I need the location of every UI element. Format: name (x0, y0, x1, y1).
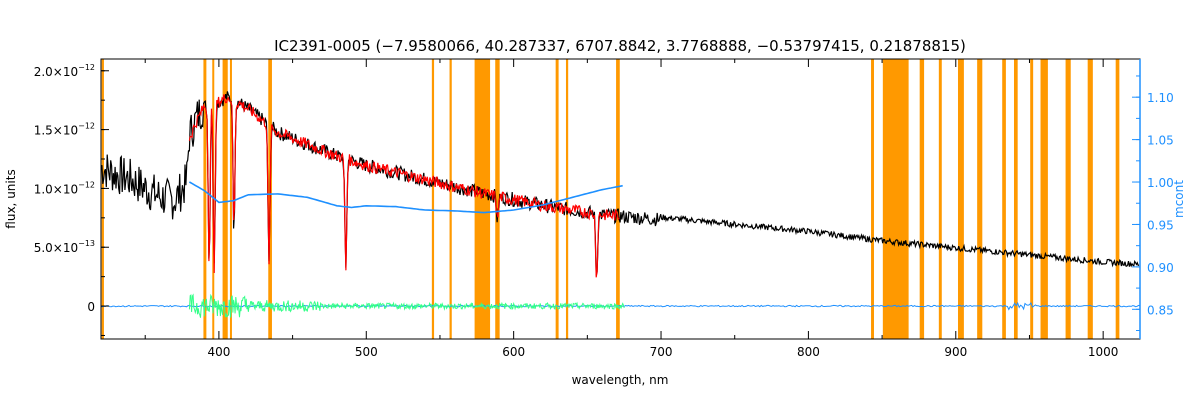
plot-frame (100, 58, 1141, 340)
y2-tick-label: 1.10 (1147, 91, 1174, 105)
series-observed-line (101, 91, 1140, 276)
masked-region-1 (203, 59, 207, 339)
masked-region-13 (871, 59, 874, 339)
masked-region-4 (229, 59, 232, 339)
y-tick-label: 1.5×10−12 (34, 122, 95, 138)
y-tick-label: 5.0×10−13 (34, 239, 95, 255)
masked-region-0 (101, 59, 104, 339)
masked-region-8 (474, 59, 491, 339)
y-tick-label: 1.0×10−12 (34, 180, 95, 196)
y2-tick-label: 0.95 (1147, 218, 1174, 232)
masked-region-3 (222, 59, 228, 339)
masked-region-15 (919, 59, 925, 339)
x-tick-label: 400 (207, 345, 230, 359)
y-axis-right: 0.85 0.90 0.95 1.00 1.05 1.10 (1132, 59, 1174, 339)
masked-region-10 (555, 59, 559, 339)
y2-axis-title: mcont (1172, 180, 1186, 218)
masked-region-9 (495, 59, 500, 339)
x-tick-label: 700 (650, 345, 673, 359)
x-tick-label: 900 (944, 345, 967, 359)
x-axis-title: wavelength, nm (572, 373, 669, 387)
masked-region-17 (957, 59, 964, 339)
y-tick-label: 2.0×10−12 (34, 63, 95, 79)
y2-tick-label: 0.90 (1147, 261, 1174, 275)
y-axis-left: 0 5.0×10−13 1.0×10−12 1.5×10−12 2.0×10−12 (34, 63, 109, 336)
masked-region-20 (1013, 59, 1018, 339)
y2-tick-label: 1.00 (1147, 176, 1174, 190)
masked-region-24 (1087, 59, 1093, 339)
y-axis-title: flux, units (4, 169, 18, 228)
y2-tick-label: 1.05 (1147, 134, 1174, 148)
masked-region-25 (1115, 59, 1120, 339)
chart-title: IC2391-0005 (−7.9580066, 40.287337, 6707… (274, 37, 966, 55)
series-model-line (188, 94, 620, 278)
masked-region-7 (449, 59, 452, 339)
x-tick-label: 800 (797, 345, 820, 359)
y2-tick-label: 0.85 (1147, 303, 1174, 317)
masked-region-12 (616, 59, 620, 339)
x-tick-label: 600 (502, 345, 525, 359)
masked-region-23 (1065, 59, 1071, 339)
series-residual-fit-line (188, 293, 625, 318)
series-layer (101, 91, 1140, 318)
masked-region-16 (938, 59, 942, 339)
masked-regions (101, 59, 1120, 339)
masked-region-18 (977, 59, 983, 339)
masked-region-6 (431, 59, 435, 339)
series-continuum-line (189, 181, 623, 214)
plot-area (100, 58, 1141, 340)
x-axis: 400 500 600 700 800 900 1000 (144, 59, 1119, 359)
masked-region-19 (1002, 59, 1006, 339)
x-tick-label: 500 (355, 345, 378, 359)
y-tick-label: 0 (87, 300, 95, 314)
masked-region-21 (1030, 59, 1034, 339)
masked-region-14 (882, 59, 909, 339)
masked-region-22 (1040, 59, 1048, 339)
x-tick-label: 1000 (1088, 345, 1119, 359)
